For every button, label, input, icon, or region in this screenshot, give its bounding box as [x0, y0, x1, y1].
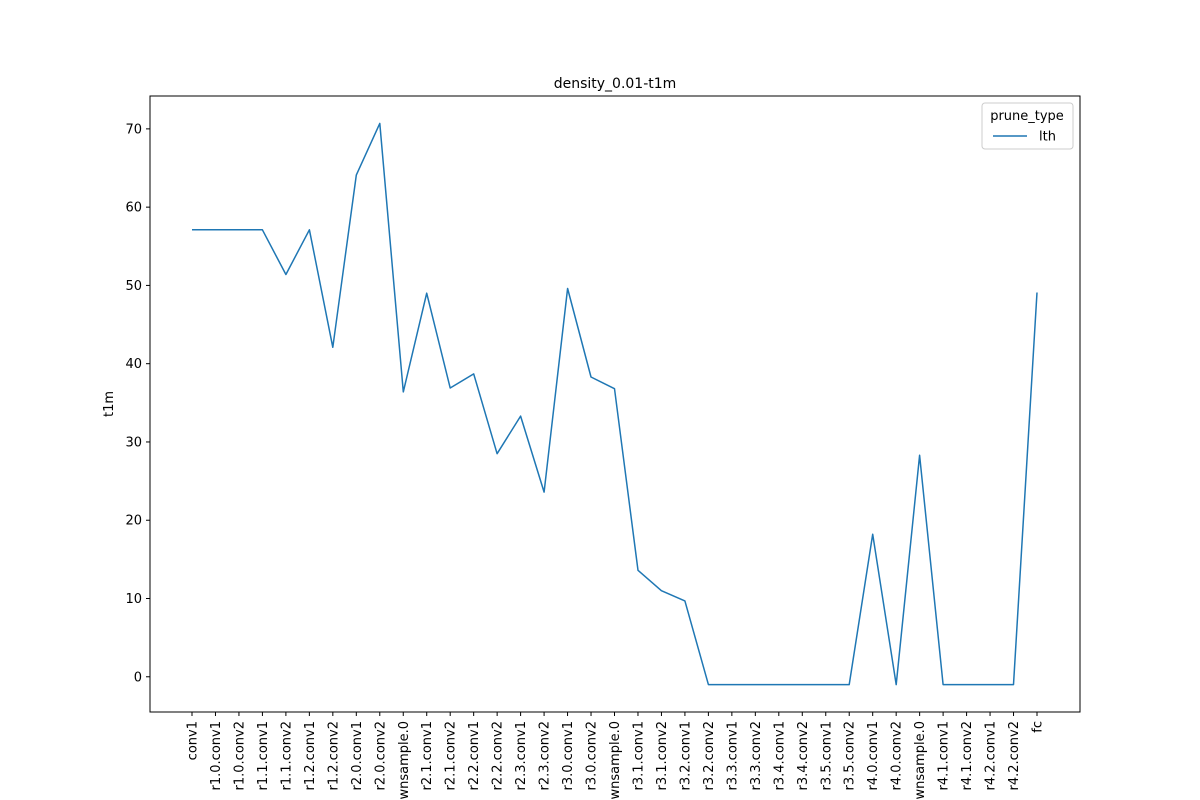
x-tick-label: r3.3.conv1	[725, 721, 740, 790]
x-tick-label: r3.5.conv1	[819, 721, 834, 790]
y-tick-label: 20	[125, 514, 142, 529]
y-tick-label: 60	[125, 201, 142, 216]
legend: prune_type lth	[981, 102, 1074, 150]
x-tick-label: r3.2.conv2	[702, 721, 717, 790]
plot-frame	[149, 95, 1081, 713]
x-tick-label: conv1	[186, 721, 201, 760]
x-tick-label: r1.1.conv1	[256, 721, 271, 790]
x-tick-label: r3.0.conv1	[561, 721, 576, 790]
x-tick-label: r2.3.conv2	[538, 721, 553, 790]
x-tick-label: r3.5.conv2	[843, 721, 858, 790]
x-tick-label: fc	[1031, 721, 1046, 733]
x-tick-label: r4.1.conv2	[960, 721, 975, 790]
x-tick-label: r4.0.conv2	[890, 721, 905, 790]
y-axis-label: t1m	[102, 391, 117, 417]
legend-label: lth	[1039, 130, 1056, 145]
x-tick-label: r3.2.conv1	[678, 721, 693, 790]
x-tick-label: r2.2.conv2	[491, 721, 506, 790]
x-tick-label: r2.1.conv1	[420, 721, 435, 790]
x-tick-label: r1.1.conv2	[279, 721, 294, 790]
plot-area: 0 10 20 30 40 50 60 70 conv1 r1.0.conv1 r1.0.conv…	[125, 95, 1081, 800]
y-tick-label: 40	[125, 357, 142, 372]
x-tick-label: r3.4.conv2	[796, 721, 811, 790]
y-axis: 0 10 20 30 40 50 60 70	[125, 122, 150, 685]
x-tick-label: wnsample.0	[608, 721, 623, 800]
series-lines	[192, 122, 1038, 686]
x-tick-label: r1.2.conv1	[303, 721, 318, 790]
y-tick-label: 70	[125, 122, 142, 137]
y-tick-label: 30	[125, 435, 142, 450]
x-tick-label: r3.4.conv1	[772, 721, 787, 790]
x-axis: conv1 r1.0.conv1 r1.0.conv2 r1.1.conv1 r1.1.…	[186, 712, 1046, 800]
x-tick-label: r2.0.conv1	[350, 721, 365, 790]
x-tick-label: r3.3.conv2	[749, 721, 764, 790]
x-tick-label: r3.1.conv2	[655, 721, 670, 790]
series-line-lth	[192, 122, 1038, 686]
x-tick-label: r1.0.conv1	[209, 721, 224, 790]
y-tick-label: 0	[134, 670, 142, 685]
x-tick-label: r4.1.conv1	[937, 721, 952, 790]
x-tick-label: r1.0.conv2	[232, 721, 247, 790]
y-tick-label: 50	[125, 279, 142, 294]
x-tick-label: wnsample.0	[913, 721, 928, 800]
legend-entries: lth	[993, 130, 1056, 145]
legend-box	[981, 102, 1074, 150]
x-tick-label: r4.2.conv2	[1007, 721, 1022, 790]
y-tick-label: 10	[125, 592, 142, 607]
x-tick-label: r2.0.conv2	[373, 721, 388, 790]
x-tick-label: r3.1.conv1	[631, 721, 646, 790]
x-tick-label: r2.3.conv1	[514, 721, 529, 790]
x-tick-label: r2.2.conv1	[467, 721, 482, 790]
x-tick-label: wnsample.0	[397, 721, 412, 800]
x-tick-label: r1.2.conv2	[326, 721, 341, 790]
x-tick-label: r3.0.conv2	[585, 721, 600, 790]
chart-title: density_0.01-t1m	[554, 76, 677, 92]
x-tick-label: r2.1.conv2	[444, 721, 459, 790]
x-tick-label: r4.0.conv1	[866, 721, 881, 790]
legend-title: prune_type	[990, 109, 1064, 124]
x-tick-label: r4.2.conv1	[984, 721, 999, 790]
